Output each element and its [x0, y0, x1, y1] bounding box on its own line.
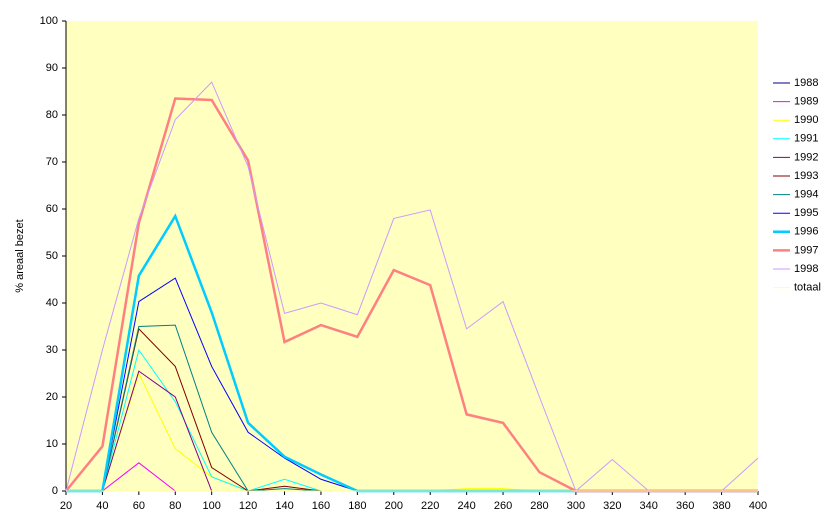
- y-tick-label: 0: [52, 485, 58, 497]
- x-tick-label: 260: [494, 500, 512, 512]
- y-tick-label: 70: [46, 156, 58, 168]
- legend-label: totaal: [794, 282, 821, 294]
- x-tick-label: 80: [169, 500, 181, 512]
- x-tick-label: 300: [567, 500, 585, 512]
- x-tick-label: 360: [676, 500, 694, 512]
- y-tick-label: 80: [46, 109, 58, 121]
- x-tick-label: 320: [603, 500, 621, 512]
- y-tick-label: 50: [46, 250, 58, 262]
- x-tick-label: 60: [133, 500, 145, 512]
- y-tick-label: 90: [46, 62, 58, 74]
- x-tick-label: 140: [275, 500, 293, 512]
- legend-label: 1995: [794, 207, 818, 219]
- series-line: [65, 81, 759, 492]
- x-tick-label: 400: [749, 500, 767, 512]
- y-tick-label: 10: [46, 438, 58, 450]
- legend-label: 1988: [794, 77, 818, 89]
- y-tick-label: 100: [40, 15, 58, 27]
- legend-label: 1989: [794, 96, 818, 108]
- x-tick-label: 240: [457, 500, 475, 512]
- x-tick-label: 180: [348, 500, 366, 512]
- legend-label: 1998: [794, 263, 818, 275]
- y-tick-label: 40: [46, 297, 58, 309]
- x-tick-label: 220: [421, 500, 439, 512]
- plot-area: [66, 21, 758, 491]
- legend-label: 1993: [794, 170, 818, 182]
- legend-label: 1990: [794, 114, 818, 126]
- x-tick-label: 40: [96, 500, 108, 512]
- x-tick-label: 280: [530, 500, 548, 512]
- x-tick-label: 120: [239, 500, 257, 512]
- y-tick-label: 60: [46, 203, 58, 215]
- x-tick-label: 100: [203, 500, 221, 512]
- legend-label: 1994: [794, 189, 818, 201]
- x-tick-label: 20: [60, 500, 72, 512]
- legend-label: 1997: [794, 244, 818, 256]
- x-tick-label: 200: [385, 500, 403, 512]
- legend-label: 1991: [794, 133, 818, 145]
- x-tick-label: 380: [712, 500, 730, 512]
- legend-label: 1992: [794, 151, 818, 163]
- y-tick-label: 20: [46, 391, 58, 403]
- x-tick-label: 160: [312, 500, 330, 512]
- y-axis-label: % areaal bezet: [14, 219, 26, 292]
- x-tick-label: 340: [640, 500, 658, 512]
- legend-label: 1996: [794, 226, 818, 238]
- y-tick-label: 30: [46, 344, 58, 356]
